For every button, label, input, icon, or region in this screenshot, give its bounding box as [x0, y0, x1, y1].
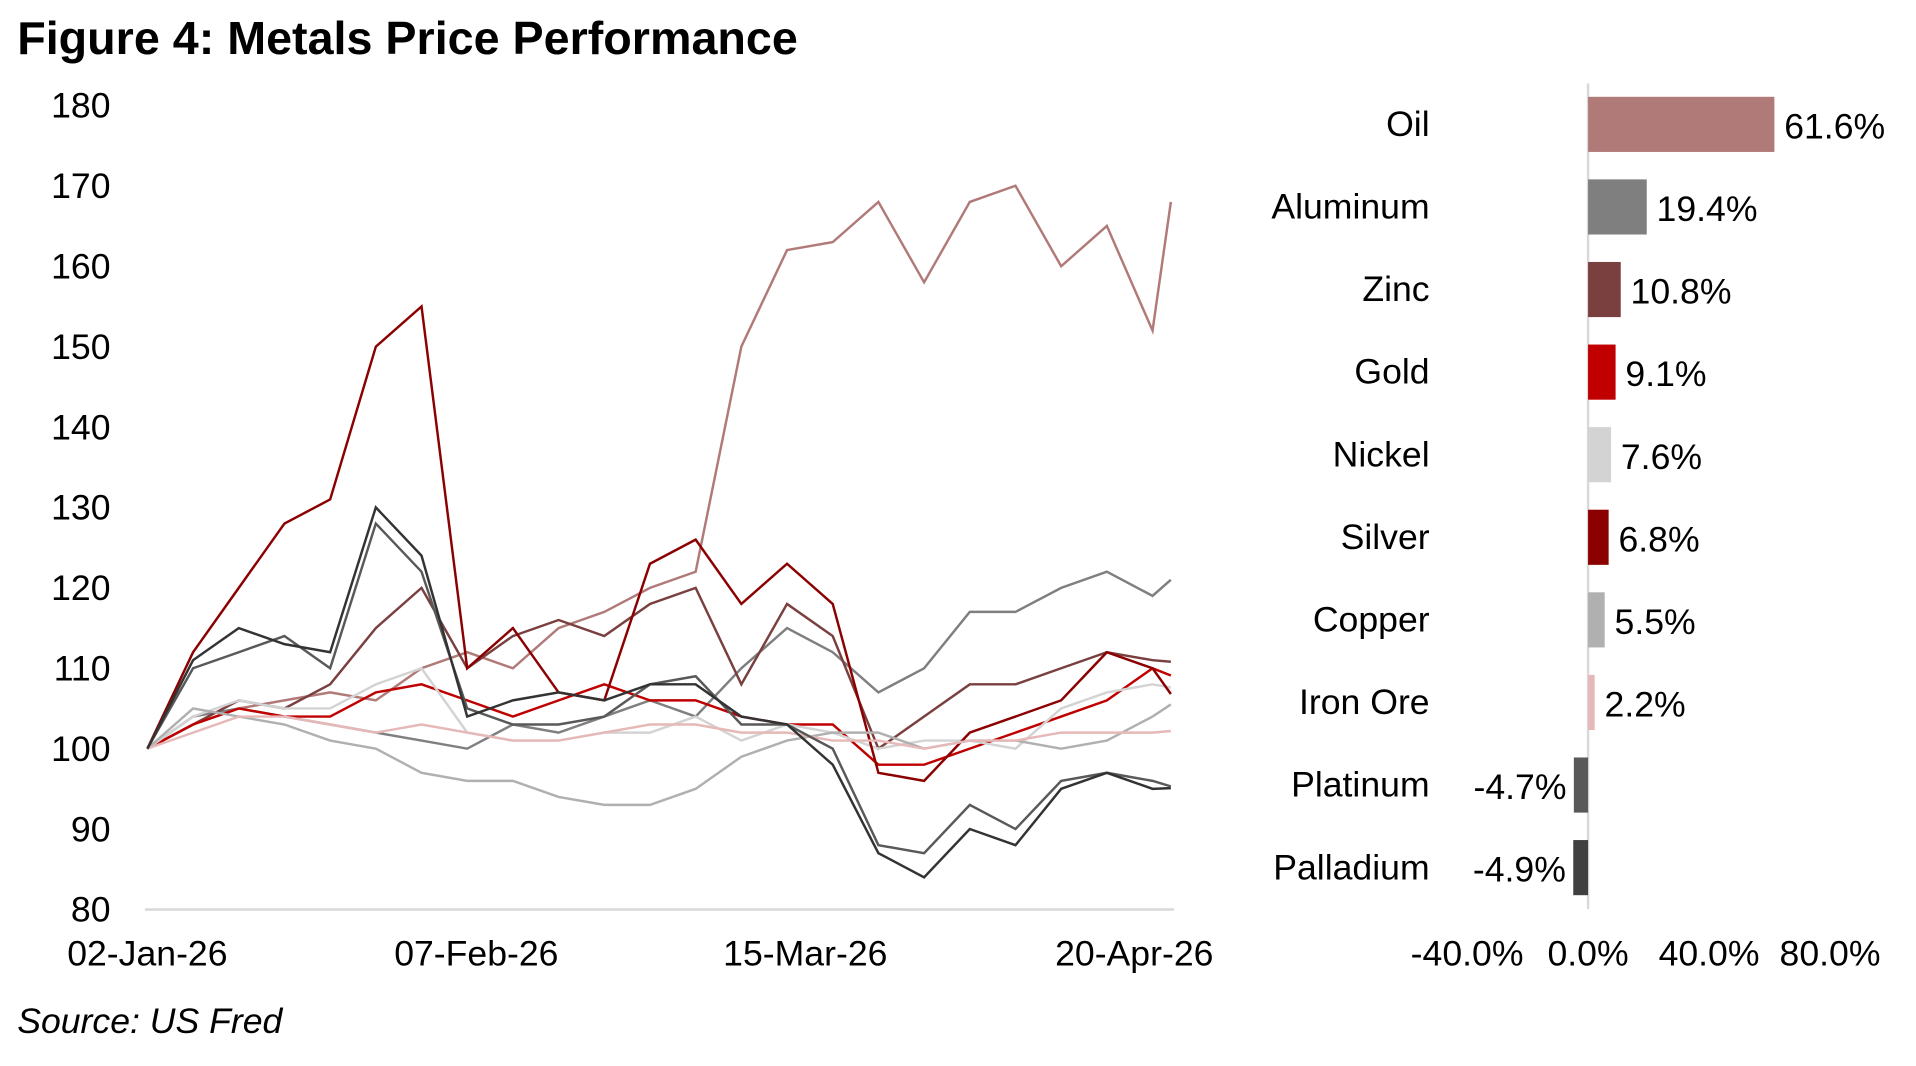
- y-tick-label: 110: [54, 649, 111, 689]
- bar-silver: [1588, 509, 1609, 565]
- series-line-palladium: [146, 505, 1171, 879]
- category-label: Platinum: [1291, 765, 1430, 805]
- bar-iron-ore: [1588, 674, 1595, 731]
- bar-gold: [1588, 344, 1616, 400]
- bar-copper: [1588, 592, 1605, 648]
- bar-aluminum: [1588, 179, 1647, 235]
- data-label: 7.6%: [1621, 437, 1702, 477]
- y-tick-label: 80: [71, 890, 111, 930]
- y-tick-label: 90: [71, 809, 111, 849]
- x-tick-label: 20-Apr-26: [1055, 934, 1213, 974]
- series-line-platinum: [146, 521, 1172, 855]
- x-tick-label: 15-Mar-26: [723, 934, 887, 974]
- series-line-aluminum: [146, 570, 1172, 750]
- data-label: 9.1%: [1625, 354, 1706, 394]
- series-line-nickel: [146, 666, 1172, 750]
- bar-palladium: [1573, 840, 1589, 896]
- data-label: -4.9%: [1473, 850, 1566, 890]
- x-tick-label: 07-Feb-26: [394, 934, 558, 974]
- series-line-silver: [146, 303, 1172, 783]
- y-tick-label: 180: [51, 86, 110, 126]
- bar-chart: Oil 61.6% Aluminum 19.4% Zinc 10.8% Gold 9.1% Ni…: [1271, 83, 1885, 974]
- data-label: 61.6%: [1784, 106, 1885, 146]
- y-tick-label: 100: [51, 729, 110, 769]
- series-line-zinc: [146, 585, 1171, 751]
- y-tick-label: 150: [51, 327, 110, 367]
- source-note: Source: US Fred: [17, 1001, 283, 1041]
- category-label: Nickel: [1333, 434, 1430, 474]
- category-label: Silver: [1341, 517, 1430, 557]
- data-label: 10.8%: [1631, 272, 1732, 312]
- x-tick-label: 0.0%: [1547, 934, 1628, 974]
- x-tick-label: 02-Jan-26: [67, 934, 227, 974]
- category-label: Oil: [1386, 104, 1430, 144]
- y-tick-label: 120: [51, 568, 110, 608]
- data-label: 5.5%: [1615, 602, 1696, 642]
- y-tick-label: 130: [51, 488, 110, 528]
- bar-nickel: [1588, 427, 1612, 483]
- y-tick-label: 170: [51, 166, 110, 206]
- data-label: 2.2%: [1605, 685, 1686, 725]
- series-line-iron-ore: [146, 715, 1171, 750]
- category-label: Zinc: [1362, 269, 1429, 309]
- x-tick-label: -40.0%: [1411, 934, 1524, 974]
- category-label: Palladium: [1273, 847, 1429, 887]
- category-label: Gold: [1354, 352, 1429, 392]
- series-line-copper: [146, 703, 1172, 807]
- bar-zinc: [1588, 261, 1621, 318]
- data-label: 19.4%: [1657, 189, 1758, 229]
- y-tick-label: 160: [51, 246, 110, 286]
- series-line-gold: [146, 666, 1172, 766]
- chart-title: Figure 4: Metals Price Performance: [17, 12, 798, 64]
- line-chart: 80 90 100 110 120 130 140 150 160 170 180 02-Jan-26…: [51, 86, 1213, 974]
- x-tick-label: 80.0%: [1780, 934, 1881, 974]
- category-label: Copper: [1313, 600, 1430, 640]
- x-tick-label: 40.0%: [1659, 934, 1760, 974]
- category-label: Iron Ore: [1299, 682, 1430, 722]
- data-label: 6.8%: [1618, 519, 1699, 559]
- series-line-oil: [146, 184, 1173, 750]
- category-label: Aluminum: [1271, 187, 1429, 227]
- data-label: -4.7%: [1473, 767, 1566, 807]
- y-tick-label: 140: [51, 407, 110, 447]
- bar-oil: [1588, 96, 1775, 152]
- bar-platinum: [1573, 757, 1589, 813]
